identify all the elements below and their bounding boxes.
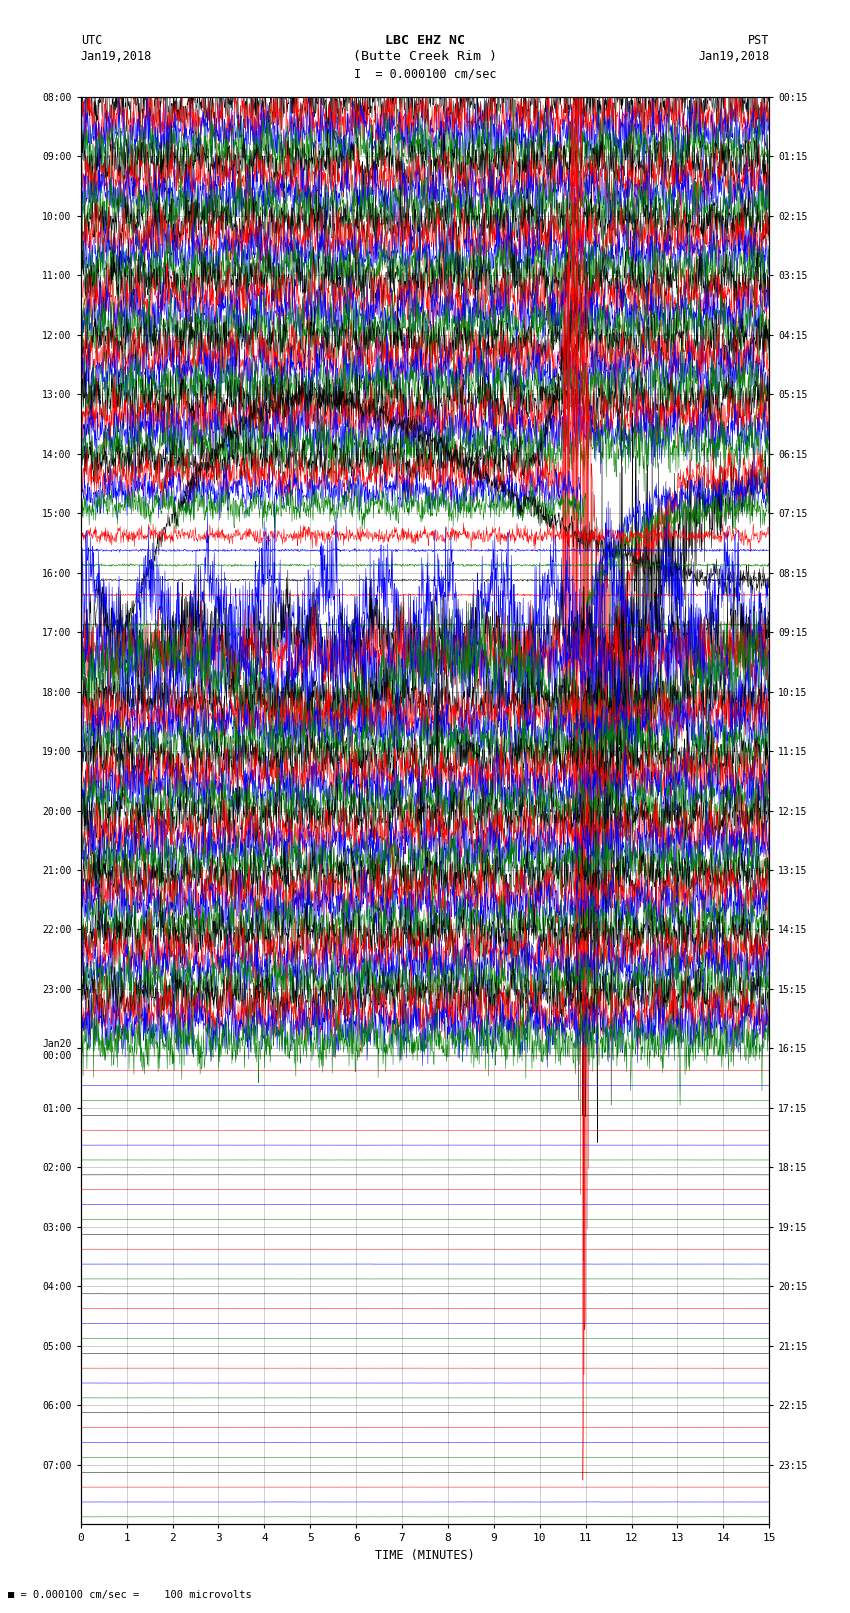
Text: (Butte Creek Rim ): (Butte Creek Rim ) — [353, 50, 497, 63]
Text: PST: PST — [748, 34, 769, 47]
Text: Jan19,2018: Jan19,2018 — [81, 50, 152, 63]
Text: I  = 0.000100 cm/sec: I = 0.000100 cm/sec — [354, 68, 496, 81]
Text: UTC: UTC — [81, 34, 102, 47]
X-axis label: TIME (MINUTES): TIME (MINUTES) — [375, 1548, 475, 1561]
Text: LBC EHZ NC: LBC EHZ NC — [385, 34, 465, 47]
Text: Jan19,2018: Jan19,2018 — [698, 50, 769, 63]
Text: ■ = 0.000100 cm/sec =    100 microvolts: ■ = 0.000100 cm/sec = 100 microvolts — [8, 1590, 252, 1600]
